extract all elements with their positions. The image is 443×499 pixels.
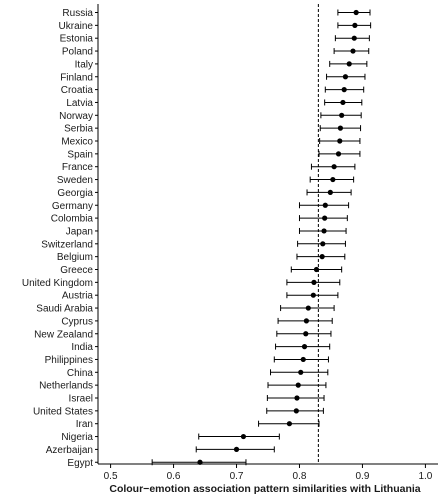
country-label: Netherlands (39, 381, 93, 392)
x-tick-label: 0.7 (230, 471, 244, 482)
country-label: Nigeria (61, 432, 93, 443)
country-label: Philippines (45, 355, 93, 366)
country-label: Poland (62, 47, 93, 58)
country-label: Austria (62, 291, 94, 302)
data-point (327, 189, 333, 195)
country-label: Belgium (57, 252, 93, 263)
country-label: Estonia (60, 34, 94, 45)
data-point (319, 254, 325, 260)
country-label: Finland (60, 72, 93, 83)
data-point (311, 279, 317, 285)
x-tick-label: 0.8 (293, 471, 307, 482)
data-point (303, 331, 309, 337)
country-label: Azerbaijan (46, 445, 93, 456)
data-point (320, 241, 326, 247)
country-label: Ukraine (59, 21, 94, 32)
data-point (197, 459, 203, 465)
data-point (233, 446, 240, 452)
country-label: Mexico (61, 137, 93, 148)
country-label: Georgia (57, 188, 93, 199)
country-label: Egypt (67, 458, 93, 469)
data-point (331, 164, 337, 170)
data-point (341, 87, 347, 93)
data-point (313, 266, 320, 273)
data-point (286, 421, 293, 427)
country-label: China (67, 368, 94, 379)
data-point (330, 176, 336, 183)
data-point (301, 344, 308, 350)
country-label: India (71, 342, 93, 353)
country-label: Colombia (51, 214, 94, 225)
x-tick-label: 1.0 (418, 471, 432, 482)
data-point (322, 202, 328, 208)
country-label: Serbia (64, 124, 93, 135)
data-point (321, 228, 327, 234)
country-label: Japan (66, 226, 93, 237)
x-tick-label: 0.6 (167, 471, 181, 482)
country-label: Sweden (57, 175, 93, 186)
x-axis-label: Colour−emotion association pattern simil… (109, 483, 420, 495)
x-tick-label: 0.5 (104, 471, 118, 482)
data-point (240, 433, 247, 440)
country-label: Saudi Arabia (36, 304, 93, 315)
data-point (350, 48, 356, 54)
data-point (339, 112, 345, 118)
country-label: Greece (60, 265, 93, 276)
country-label: Croatia (61, 85, 94, 96)
country-label: Germany (52, 201, 93, 212)
country-label: France (62, 162, 94, 173)
data-point (352, 22, 358, 28)
data-point (310, 292, 316, 298)
data-point (305, 305, 311, 311)
data-point (295, 382, 301, 388)
country-label: Cyprus (61, 316, 93, 327)
data-point (342, 74, 349, 80)
data-point (353, 9, 359, 16)
country-label: Norway (59, 111, 93, 122)
country-label: Iran (76, 419, 93, 430)
country-label: Latvia (66, 98, 93, 109)
data-point (293, 408, 299, 414)
country-label: Spain (67, 149, 93, 160)
country-label: United States (33, 406, 93, 417)
data-point (337, 125, 344, 131)
data-point (300, 356, 306, 363)
country-label: New Zealand (34, 329, 93, 340)
country-label: Switzerland (41, 239, 93, 250)
data-point (346, 61, 352, 67)
data-point (294, 395, 300, 401)
country-label: Russia (62, 8, 93, 19)
data-point (303, 318, 310, 324)
country-label: Italy (75, 59, 93, 70)
data-point (351, 35, 357, 41)
country-label: United Kingdom (22, 278, 93, 289)
data-point (335, 151, 342, 157)
data-point (322, 215, 328, 221)
country-label: Israel (69, 394, 93, 405)
data-point (337, 138, 343, 144)
data-point (340, 99, 346, 106)
x-tick-label: 0.9 (355, 471, 369, 482)
data-point (298, 369, 304, 375)
